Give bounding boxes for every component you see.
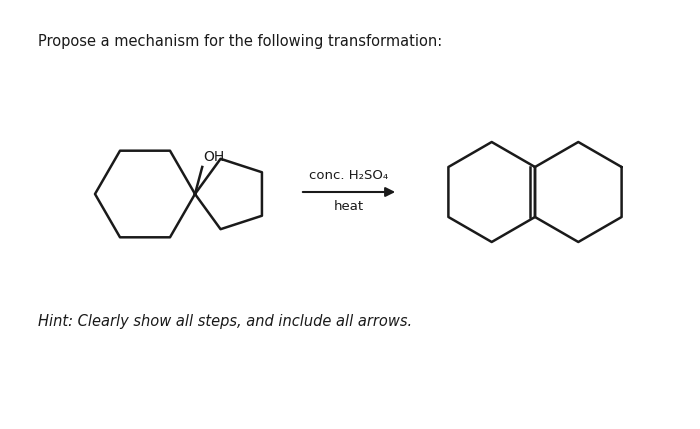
Text: OH: OH [203,150,225,164]
Text: conc. H₂SO₄: conc. H₂SO₄ [309,169,388,182]
Text: heat: heat [334,200,364,213]
Text: Hint: Clearly show all steps, and include all arrows.: Hint: Clearly show all steps, and includ… [38,314,412,329]
Text: Propose a mechanism for the following transformation:: Propose a mechanism for the following tr… [38,34,442,49]
